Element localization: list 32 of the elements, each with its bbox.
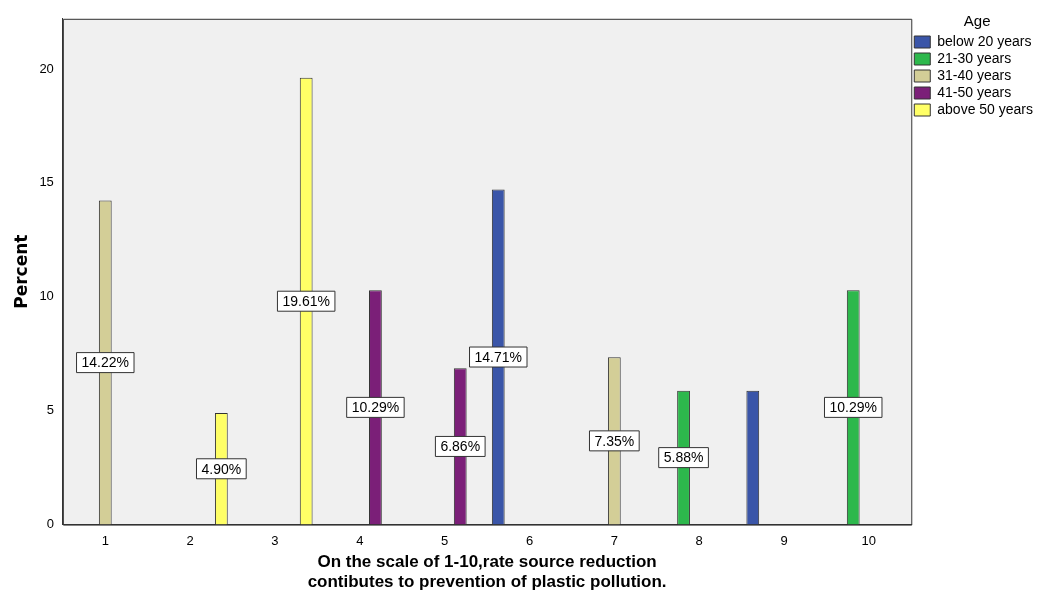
y-tick-label: 0 <box>46 516 54 532</box>
x-tick-label: 10 <box>861 532 877 548</box>
data-label: 10.29% <box>351 399 400 416</box>
y-axis-title: Percent <box>10 234 31 309</box>
data-label: 4.90% <box>201 460 242 477</box>
data-label: 5.88% <box>663 449 704 466</box>
y-tick-label: 5 <box>46 402 54 418</box>
legend-label: 41-50 years <box>937 83 1012 100</box>
legend-label: 31-40 years <box>937 66 1012 83</box>
x-tick-label: 9 <box>780 532 788 548</box>
x-axis-title: On the scale of 1-10,rate source reduction contibutes to prevention of plastic pollution. <box>307 552 667 592</box>
legend-label: 21-30 years <box>937 49 1012 66</box>
data-label: 19.61% <box>282 293 330 310</box>
y-tick-label: 10 <box>39 288 54 304</box>
x-tick-label: 5 <box>441 532 449 548</box>
x-tick-label: 8 <box>695 532 703 548</box>
y-tick-label: 15 <box>39 174 54 190</box>
data-label: 7.35% <box>594 432 635 449</box>
data-label: 14.22% <box>81 354 130 371</box>
x-tick-label: 4 <box>356 532 364 548</box>
x-tick-label: 2 <box>186 532 194 548</box>
data-label: 6.86% <box>440 438 481 455</box>
x-tick-label: 7 <box>610 532 618 548</box>
legend-label: above 50 years <box>937 100 1033 117</box>
x-tick-label: 6 <box>525 532 534 548</box>
x-tick-label: 1 <box>101 532 109 548</box>
x-tick-label: 3 <box>271 532 279 548</box>
data-label: 14.71% <box>474 348 523 365</box>
legend-label: below 20 years <box>937 32 1032 49</box>
y-tick-label: 20 <box>39 60 54 76</box>
legend-title: Age <box>963 11 991 29</box>
data-label: 10.29% <box>829 399 877 416</box>
